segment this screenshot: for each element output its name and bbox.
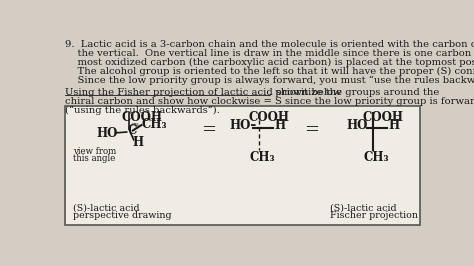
Text: Using the Fisher projection of lactic acid shown below: Using the Fisher projection of lactic ac… [65, 88, 342, 97]
Text: Since the low priority group is always forward, you must “use the rules backward: Since the low priority group is always f… [65, 76, 474, 85]
Text: COOH: COOH [362, 111, 403, 124]
Text: HO: HO [96, 127, 118, 140]
Text: nu: nu [132, 122, 140, 127]
FancyBboxPatch shape [65, 106, 420, 225]
Text: chiral carbon and show how clockwise = S since the low priority group is forward: chiral carbon and show how clockwise = S… [65, 97, 474, 106]
Text: H: H [275, 119, 286, 132]
Text: this angle: this angle [73, 154, 116, 163]
Text: CH₃: CH₃ [250, 151, 275, 164]
Text: Fischer projection: Fischer projection [330, 211, 419, 220]
Text: HO–: HO– [230, 119, 257, 132]
Text: C: C [128, 124, 137, 137]
Text: 9.  Lactic acid is a 3-carbon chain and the molecule is oriented with the carbon: 9. Lactic acid is a 3-carbon chain and t… [65, 40, 474, 49]
Text: HO: HO [347, 119, 368, 132]
Text: perspective drawing: perspective drawing [73, 211, 172, 220]
Text: H: H [132, 136, 143, 148]
Text: CH₃: CH₃ [141, 118, 167, 131]
Text: the vertical.  One vertical line is draw in the middle since there is one carbon: the vertical. One vertical line is draw … [65, 49, 474, 58]
Text: COOH: COOH [121, 111, 162, 124]
Text: The alcohol group is oriented to the left so that it will have the proper (S) co: The alcohol group is oriented to the lef… [65, 67, 474, 76]
Text: H: H [389, 119, 400, 132]
Text: CH₃: CH₃ [364, 151, 390, 164]
Text: , prioritize the groups around the: , prioritize the groups around the [269, 88, 440, 97]
Text: =: = [304, 122, 319, 139]
Text: (S)-lactic acid: (S)-lactic acid [330, 204, 397, 213]
Text: view from: view from [73, 147, 117, 156]
Text: (“using the rules backwards”).: (“using the rules backwards”). [65, 105, 220, 115]
Text: COOH: COOH [248, 111, 289, 124]
Text: most oxidized carbon (the carboxylic acid carbon) is placed at the topmost posit: most oxidized carbon (the carboxylic aci… [65, 58, 474, 67]
Text: (S)-lactic acid: (S)-lactic acid [73, 204, 140, 213]
Text: =: = [201, 122, 216, 139]
